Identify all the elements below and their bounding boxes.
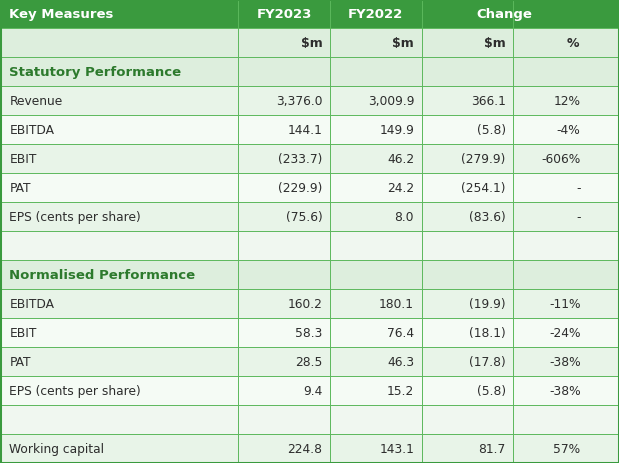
Text: (254.1): (254.1)	[461, 181, 506, 194]
Text: EPS (cents per share): EPS (cents per share)	[9, 211, 141, 224]
Text: PAT: PAT	[9, 355, 31, 368]
Bar	[0, 87, 619, 116]
Text: $m: $m	[484, 37, 506, 50]
Text: (83.6): (83.6)	[469, 211, 506, 224]
Text: %: %	[566, 37, 579, 50]
Text: 180.1: 180.1	[379, 297, 414, 310]
Text: 3,009.9: 3,009.9	[368, 95, 414, 108]
Text: Change: Change	[477, 8, 533, 21]
Text: 46.2: 46.2	[387, 153, 414, 166]
Text: FY2023: FY2023	[256, 8, 312, 21]
Text: PAT: PAT	[9, 181, 31, 194]
Bar	[0, 174, 619, 203]
Text: -38%: -38%	[549, 384, 581, 397]
Text: 9.4: 9.4	[303, 384, 322, 397]
Bar	[0, 260, 619, 289]
Text: 149.9: 149.9	[379, 124, 414, 137]
Bar	[0, 289, 619, 319]
Text: -24%: -24%	[549, 326, 581, 339]
Text: 224.8: 224.8	[287, 442, 322, 455]
Text: (75.6): (75.6)	[286, 211, 322, 224]
Bar	[0, 319, 619, 347]
Text: (279.9): (279.9)	[461, 153, 506, 166]
Text: -606%: -606%	[542, 153, 581, 166]
Text: EBITDA: EBITDA	[9, 297, 54, 310]
Text: EBIT: EBIT	[9, 326, 37, 339]
Text: 8.0: 8.0	[394, 211, 414, 224]
Text: 366.1: 366.1	[471, 95, 506, 108]
Text: (5.8): (5.8)	[477, 124, 506, 137]
Text: $m: $m	[301, 37, 322, 50]
Text: 46.3: 46.3	[387, 355, 414, 368]
Text: -38%: -38%	[549, 355, 581, 368]
Text: (19.9): (19.9)	[469, 297, 506, 310]
Bar	[0, 232, 619, 260]
Text: 143.1: 143.1	[379, 442, 414, 455]
Text: -4%: -4%	[557, 124, 581, 137]
Bar	[0, 376, 619, 405]
Text: 28.5: 28.5	[295, 355, 322, 368]
Text: Statutory Performance: Statutory Performance	[9, 66, 181, 79]
Text: (233.7): (233.7)	[278, 153, 322, 166]
Bar	[0, 0, 619, 29]
Text: EPS (cents per share): EPS (cents per share)	[9, 384, 141, 397]
Text: (5.8): (5.8)	[477, 384, 506, 397]
Text: 15.2: 15.2	[387, 384, 414, 397]
Text: (229.9): (229.9)	[278, 181, 322, 194]
Text: EBITDA: EBITDA	[9, 124, 54, 137]
Bar	[0, 58, 619, 87]
Text: Normalised Performance: Normalised Performance	[9, 269, 196, 282]
Text: Key Measures: Key Measures	[9, 8, 114, 21]
Text: 24.2: 24.2	[387, 181, 414, 194]
Bar	[0, 29, 619, 58]
Text: (17.8): (17.8)	[469, 355, 506, 368]
Bar	[0, 347, 619, 376]
Bar	[0, 144, 619, 174]
Bar	[0, 434, 619, 463]
Text: 144.1: 144.1	[288, 124, 322, 137]
Text: 81.7: 81.7	[478, 442, 506, 455]
Text: -: -	[576, 211, 581, 224]
Text: -: -	[576, 181, 581, 194]
Text: -11%: -11%	[549, 297, 581, 310]
Bar	[0, 116, 619, 144]
Text: FY2022: FY2022	[348, 8, 404, 21]
Bar	[0, 405, 619, 434]
Text: $m: $m	[392, 37, 414, 50]
Text: 57%: 57%	[553, 442, 581, 455]
Text: (18.1): (18.1)	[469, 326, 506, 339]
Text: Revenue: Revenue	[9, 95, 63, 108]
Text: 76.4: 76.4	[387, 326, 414, 339]
Bar	[0, 203, 619, 232]
Text: 58.3: 58.3	[295, 326, 322, 339]
Text: Working capital: Working capital	[9, 442, 104, 455]
Text: 12%: 12%	[553, 95, 581, 108]
Text: EBIT: EBIT	[9, 153, 37, 166]
Text: 160.2: 160.2	[288, 297, 322, 310]
Text: 3,376.0: 3,376.0	[276, 95, 322, 108]
